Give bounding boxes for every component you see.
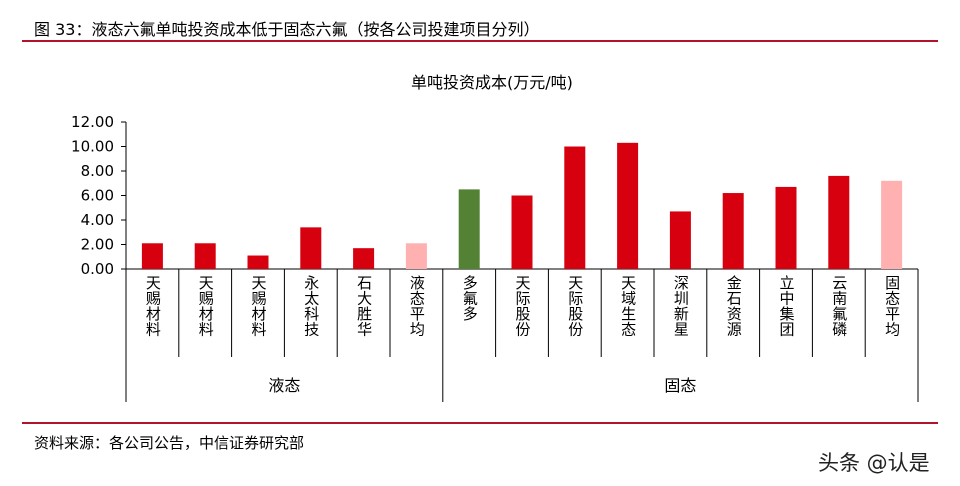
bar <box>564 146 586 269</box>
category-label: 固态平均 <box>885 274 900 339</box>
figure-header: 图 33：液态六氟单吨投资成本低于固态六氟（按各公司投建项目分列） <box>22 14 938 42</box>
category-label: 金石资源 <box>727 274 742 339</box>
category-label: 深圳新星 <box>674 274 689 339</box>
category-label: 天赐材料 <box>146 274 161 339</box>
bar <box>722 193 744 269</box>
category-label: 天赐材料 <box>251 274 266 339</box>
category-label: 多氟多 <box>463 274 478 323</box>
bar <box>669 211 691 269</box>
bar <box>617 142 639 269</box>
bar <box>353 248 375 269</box>
y-tick-label: 2.00 <box>81 236 114 254</box>
category-label: 石大胜华 <box>357 274 372 339</box>
bar <box>775 186 797 269</box>
y-tick-label: 4.00 <box>81 211 114 229</box>
y-tick-label: 6.00 <box>81 187 114 205</box>
bar <box>511 195 533 269</box>
category-label: 液态平均 <box>410 274 425 339</box>
bar <box>141 243 163 269</box>
bar <box>194 243 216 269</box>
y-tick-label: 12.00 <box>71 113 114 131</box>
group-label: 固态 <box>664 376 696 395</box>
bar <box>247 255 269 269</box>
y-tick-label: 10.00 <box>71 138 114 156</box>
bar <box>881 180 903 269</box>
category-label: 永太科技 <box>304 274 319 339</box>
watermark: 头条 @认是 <box>818 451 930 475</box>
bar <box>300 227 322 269</box>
chart-title: 单吨投资成本(万元/吨) <box>411 73 573 92</box>
category-label: 天际股份 <box>568 274 583 339</box>
category-label: 天赐材料 <box>199 274 214 339</box>
figure-source: 资料来源：各公司公告，中信证券研究部 <box>34 434 305 452</box>
y-tick-label: 8.00 <box>81 162 114 180</box>
y-tick-label: 0.00 <box>81 260 114 278</box>
group-label: 液态 <box>268 376 300 395</box>
category-label: 天域生态 <box>621 274 636 339</box>
category-label: 立中集团 <box>779 274 794 339</box>
figure-title: 图 33：液态六氟单吨投资成本低于固态六氟（按各公司投建项目分列） <box>34 20 540 39</box>
bar <box>405 243 427 269</box>
bar <box>828 175 850 269</box>
category-label: 天际股份 <box>515 274 530 339</box>
category-label: 云南氟磷 <box>832 274 847 339</box>
figure-footer: 资料来源：各公司公告，中信证券研究部 <box>22 422 938 452</box>
bar <box>458 189 480 269</box>
